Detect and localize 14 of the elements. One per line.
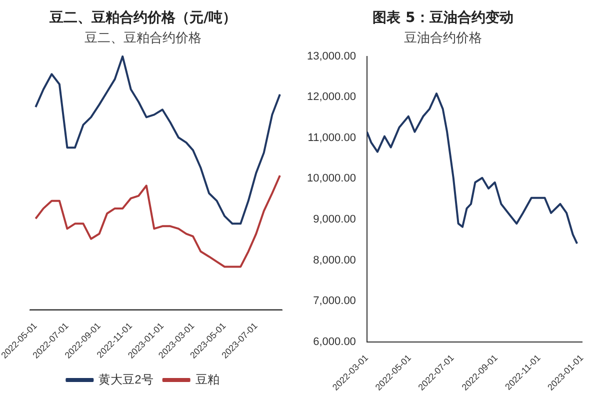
- y-tick-label: 11,000.00: [308, 132, 356, 144]
- y-tick-label: 13,000.00: [307, 50, 356, 62]
- chart-subtitle: 豆油合约价格: [404, 30, 482, 46]
- y-tick-label: 6,000.00: [313, 336, 356, 348]
- y-tick-label: 7,000.00: [313, 295, 356, 308]
- chart-title: 豆二、豆粕合约价格（元/吨）: [48, 10, 237, 26]
- chart-subtitle: 豆二、豆粕合约价格: [84, 30, 202, 46]
- y-tick-label: 9,000.00: [313, 214, 356, 226]
- legend-label: 黄大豆2号: [98, 372, 154, 386]
- y-tick-label: 8,000.00: [313, 254, 356, 266]
- legend-label: 豆粕: [195, 372, 220, 386]
- y-tick-label: 12,000.00: [307, 91, 356, 104]
- y-tick-label: 10,000.00: [307, 172, 356, 185]
- chart-title: 图表 5：豆油合约变动: [372, 9, 514, 26]
